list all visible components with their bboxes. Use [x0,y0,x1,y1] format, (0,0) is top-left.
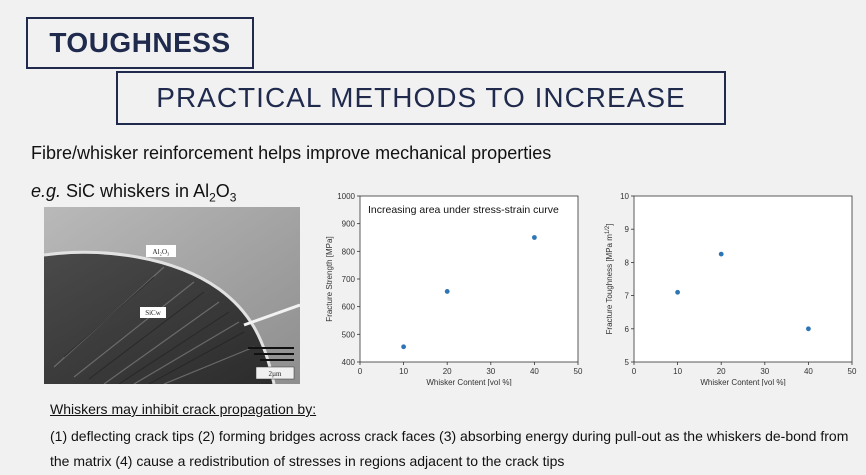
fracture-toughness-chart: 0 10 20 30 40 50 5 6 7 8 9 10 Whisker Content [vol %… [605,192,857,386]
y-axis-label-sup: 1/2 [605,225,611,234]
y-axis-label: Fracture Strength [MPa] [325,236,334,321]
x-tick-label: 10 [399,367,408,376]
plot-area [633,195,853,363]
x-tick-label: 40 [530,367,539,376]
subtitle-box: PRACTICAL METHODS TO INCREASE [116,71,726,125]
x-tick-label: 30 [486,367,495,376]
x-tick-label: 30 [760,367,769,376]
x-tick-label: 40 [804,367,813,376]
label-sicw: SiCw [145,309,162,317]
slide-title: TOUGHNESS [49,27,231,58]
y-tick-label: 800 [342,247,356,256]
x-tick-label: 50 [848,367,857,376]
data-point [806,326,811,332]
y-tick-label: 400 [342,358,356,367]
example-sub-2: 3 [229,190,237,205]
tem-micrograph: Al₂O₃ SiCw 2µm [44,207,300,384]
y-tick-label: 600 [342,303,356,312]
micrograph-image: Al₂O₃ SiCw 2µm [44,207,300,384]
y-tick-label: 1000 [337,192,355,201]
y-axis-label: Fracture Toughness [MPa m1/2] [605,224,614,335]
y-tick-label: 9 [625,225,630,234]
plot-area [359,195,579,363]
x-axis-label: Whisker Content [vol %] [426,378,511,386]
data-point [718,251,724,257]
y-tick-label: 900 [342,220,356,229]
example-sub-1: 2 [209,190,216,205]
y-tick-label: 700 [342,275,356,284]
y-tick-label: 8 [625,258,630,267]
y-tick-label: 10 [620,192,629,201]
y-tick-label: 500 [342,330,356,339]
intro-text: Fibre/whisker reinforcement helps improv… [31,143,552,163]
x-tick-label: 20 [443,367,452,376]
data-point [401,344,406,350]
chart-annotation: Increasing area under stress-strain curv… [368,204,559,216]
data-point [675,289,680,295]
data-point [444,289,450,294]
x-tick-label: 0 [358,367,363,376]
y-tick-label: 7 [625,292,630,301]
crack-heading: Whiskers may inhibit crack propagation b… [50,401,317,417]
crack-points: (1) deflecting crack tips (2) forming br… [50,428,849,469]
y-tick-label: 6 [625,325,630,334]
x-tick-label: 0 [632,367,637,376]
y-tick-label: 5 [625,358,630,367]
fracture-strength-chart: 0 10 20 30 40 50 400 500 600 700 800 900 1000 Whisker… [325,192,583,386]
x-tick-label: 10 [673,367,682,376]
example-text-2: O [215,181,230,201]
example-text: e.g. SiC whiskers in Al2O3 [31,181,236,205]
x-tick-label: 50 [574,367,583,376]
y-axis-label-end: ] [605,224,614,226]
x-axis-label: Whisker Content [vol %] [700,378,785,386]
example-prefix: e.g. [31,181,62,201]
x-tick-label: 20 [717,367,726,376]
label-al2o3: Al₂O₃ [153,248,170,256]
data-point [532,235,537,240]
title-box: TOUGHNESS [26,17,254,69]
example-text-1: SiC whiskers in Al [61,181,210,201]
slide-subtitle: PRACTICAL METHODS TO INCREASE [156,82,686,113]
scale-bar-label: 2µm [269,370,283,378]
